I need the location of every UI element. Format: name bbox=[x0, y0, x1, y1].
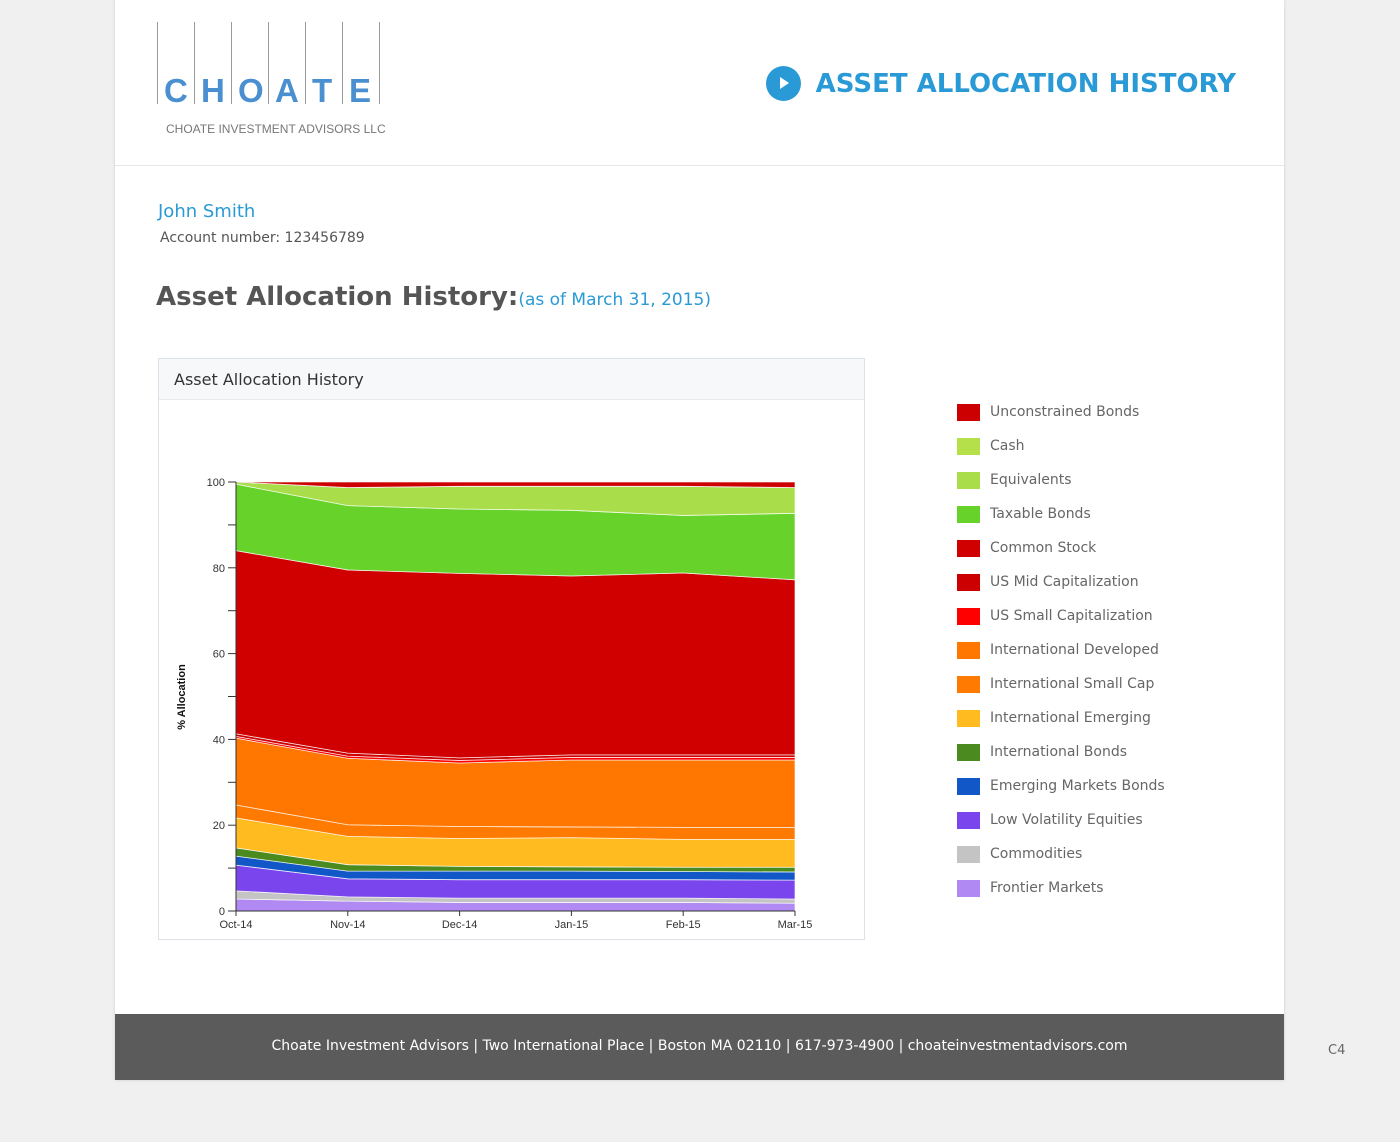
x-tick-label: Feb-15 bbox=[666, 919, 701, 931]
legend-item: Unconstrained Bonds bbox=[957, 395, 1165, 429]
logo-letter: E bbox=[349, 72, 372, 109]
logo-letter: H bbox=[201, 72, 225, 109]
legend-swatch bbox=[957, 811, 980, 829]
logo-letter: A bbox=[275, 72, 299, 109]
legend-swatch bbox=[957, 879, 980, 897]
legend-label: Commodities bbox=[990, 846, 1083, 862]
legend-item: Taxable Bonds bbox=[957, 497, 1165, 531]
legend-item: Cash bbox=[957, 429, 1165, 463]
legend-label: International Small Cap bbox=[990, 676, 1155, 692]
legend-swatch bbox=[957, 675, 980, 693]
legend-item: International Bonds bbox=[957, 735, 1165, 769]
as-of-date: (as of March 31, 2015) bbox=[518, 290, 711, 310]
legend-label: International Bonds bbox=[990, 744, 1128, 760]
chart-legend: Unconstrained Bonds Cash Equivalents Taxabl… bbox=[957, 395, 1165, 905]
y-tick-label: 60 bbox=[213, 649, 225, 661]
header-title-group: ASSET ALLOCATION HISTORY bbox=[765, 66, 1236, 101]
play-circle-icon bbox=[765, 66, 801, 101]
legend-swatch bbox=[957, 607, 980, 625]
legend-item: International Small Cap bbox=[957, 667, 1165, 701]
legend-label: International Developed bbox=[990, 642, 1159, 658]
section-title: Asset Allocation History:(as of March 31… bbox=[156, 282, 711, 312]
x-tick-label: Jan-15 bbox=[555, 919, 589, 931]
legend-label: International Emerging bbox=[990, 710, 1151, 726]
y-tick-label: 40 bbox=[213, 734, 225, 746]
footer: Choate Investment Advisors | Two Interna… bbox=[115, 1014, 1284, 1080]
section-heading: Asset Allocation History: bbox=[156, 282, 519, 312]
logo-letter: O bbox=[238, 72, 264, 109]
legend-item: US Mid Capitalization bbox=[957, 565, 1165, 599]
legend-label: US Mid Capitalization bbox=[990, 574, 1139, 590]
legend-label: Equivalents bbox=[990, 472, 1072, 488]
chart-title: Asset Allocation History bbox=[159, 359, 864, 400]
legend-item: International Developed bbox=[957, 633, 1165, 667]
legend-swatch bbox=[957, 505, 980, 523]
legend-label: Taxable Bonds bbox=[990, 506, 1091, 522]
area-unconstrained-bonds bbox=[235, 481, 796, 488]
legend-swatch bbox=[957, 471, 980, 489]
logo-subtitle: CHOATE INVESTMENT ADVISORS LLC bbox=[166, 122, 386, 136]
legend-item: Equivalents bbox=[957, 463, 1165, 497]
y-tick-label: 100 bbox=[207, 477, 225, 489]
logo-letter: C bbox=[164, 72, 188, 109]
legend-item: Commodities bbox=[957, 837, 1165, 871]
legend-item: Emerging Markets Bonds bbox=[957, 769, 1165, 803]
legend-label: Low Volatility Equities bbox=[990, 812, 1143, 828]
area-common-stock bbox=[235, 550, 796, 759]
legend-label: Frontier Markets bbox=[990, 880, 1104, 896]
page-label: C4 bbox=[1328, 1043, 1346, 1058]
legend-swatch bbox=[957, 641, 980, 659]
legend-swatch bbox=[957, 845, 980, 863]
y-tick-label: 80 bbox=[213, 563, 225, 575]
legend-swatch bbox=[957, 403, 980, 421]
legend-label: US Small Capitalization bbox=[990, 608, 1153, 624]
legend-swatch bbox=[957, 743, 980, 761]
y-tick-label: 20 bbox=[213, 820, 225, 832]
y-tick-label: 0 bbox=[219, 906, 225, 918]
account-number: Account number: 123456789 bbox=[160, 230, 365, 246]
legend-swatch bbox=[957, 437, 980, 455]
legend-item: US Small Capitalization bbox=[957, 599, 1165, 633]
legend-label: Emerging Markets Bonds bbox=[990, 778, 1165, 794]
legend-label: Common Stock bbox=[990, 540, 1097, 556]
legend-item: Common Stock bbox=[957, 531, 1165, 565]
client-name: John Smith bbox=[158, 201, 256, 222]
legend-item: International Emerging bbox=[957, 701, 1165, 735]
stacked-area-chart: 0 20 40 60 80 100 Oct-14 Nov-14 Dec-14 Jan-15 Feb-… bbox=[176, 477, 813, 952]
legend-label: Unconstrained Bonds bbox=[990, 404, 1140, 420]
legend-label: Cash bbox=[990, 438, 1025, 454]
legend-swatch bbox=[957, 709, 980, 727]
legend-item: Frontier Markets bbox=[957, 871, 1165, 905]
legend-swatch bbox=[957, 539, 980, 557]
chart-panel: Asset Allocation History 0 20 40 60 80 100 Oct… bbox=[158, 358, 865, 952]
x-tick-label: Dec-14 bbox=[442, 919, 477, 931]
logo-letter: T bbox=[312, 72, 333, 109]
legend-swatch bbox=[957, 573, 980, 591]
legend-swatch bbox=[957, 777, 980, 795]
x-tick-label: Mar-15 bbox=[778, 919, 813, 931]
x-tick-label: Nov-14 bbox=[330, 919, 365, 931]
legend-item: Low Volatility Equities bbox=[957, 803, 1165, 837]
x-tick-label: Oct-14 bbox=[219, 919, 252, 931]
y-axis-label: % Allocation bbox=[176, 664, 188, 730]
header-title: ASSET ALLOCATION HISTORY bbox=[815, 68, 1236, 99]
